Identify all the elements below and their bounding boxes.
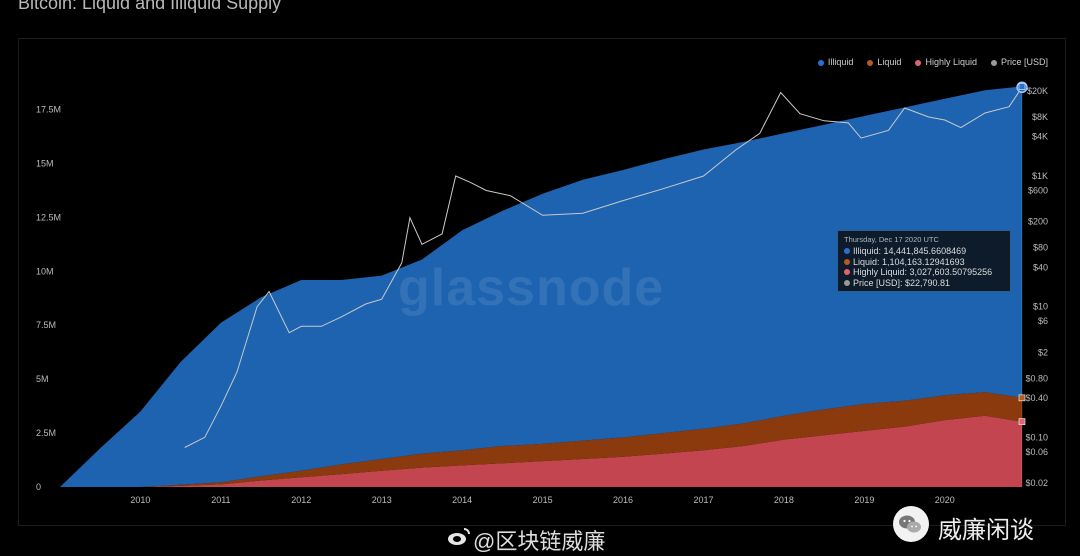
x-tick-label: 2014 xyxy=(452,495,472,505)
x-tick-label: 2010 xyxy=(130,495,150,505)
y-right-tick-label: $1K xyxy=(1032,171,1048,181)
y-right-tick-label: $0.06 xyxy=(1025,447,1048,457)
legend-item-price-usd[interactable]: Price [USD] xyxy=(990,57,1048,67)
y-left-tick-label: 5M xyxy=(36,374,49,384)
x-tick-label: 2018 xyxy=(774,495,794,505)
x-axis-ticks: 2010 2011 2012 2013 2014 2015 2016 2017 2018 2019… xyxy=(130,495,954,505)
chart-legend: Illiquid Liquid Highly Liquid Price [USD] xyxy=(817,57,1048,67)
wechat-icon xyxy=(893,506,929,542)
legend-dot-icon xyxy=(990,59,997,66)
y-right-tick-label: $0.80 xyxy=(1025,373,1048,383)
hover-tooltip: Thursday, Dec 17 2020 UTC Illiquid: 14,4… xyxy=(837,230,1011,292)
tooltip-row-liquid: Liquid: 1,104,163.12941693 xyxy=(844,257,1004,268)
area-illiquid xyxy=(60,86,1022,488)
y-right-tick-label: $600 xyxy=(1028,185,1048,195)
weibo-icon xyxy=(448,528,470,545)
y-right-tick-label: $200 xyxy=(1028,217,1048,227)
y-right-tick-label: $20K xyxy=(1027,86,1048,96)
area-highly-liquid xyxy=(60,415,1022,487)
x-tick-label: 2020 xyxy=(935,495,955,505)
y-left-tick-label: 15M xyxy=(36,158,54,168)
y-right-ticks: $0.02 $0.06 $0.10 $0.40 $0.80 $2 $6 $10 $40 $80 $2… xyxy=(1025,86,1048,488)
hover-markers xyxy=(1016,81,1028,487)
watermark: glassnode xyxy=(398,259,665,317)
y-right-tick-label: $2 xyxy=(1038,347,1048,357)
tooltip-row-illiquid: Illiquid: 14,441,845.6608469 xyxy=(844,246,1004,257)
x-tick-label: 2016 xyxy=(613,495,633,505)
hover-marker-illiquid xyxy=(1018,83,1026,90)
y-right-tick-label: $0.40 xyxy=(1025,393,1048,403)
y-right-tick-label: $4K xyxy=(1032,132,1048,142)
legend-item-highly-liquid[interactable]: Highly Liquid xyxy=(915,57,977,67)
legend-item-illiquid[interactable]: Illiquid xyxy=(817,57,854,67)
y-left-tick-label: 0 xyxy=(36,482,41,492)
x-tick-label: 2011 xyxy=(211,495,230,505)
y-right-tick-label: $0.10 xyxy=(1025,432,1048,442)
x-tick-label: 2019 xyxy=(854,495,874,505)
legend-dot-icon xyxy=(817,59,824,66)
weibo-handle: @区块链威廉 xyxy=(473,529,606,554)
area-liquid xyxy=(60,392,1022,487)
price-line xyxy=(184,87,1023,448)
legend-label: Illiquid xyxy=(827,57,854,67)
tooltip-liquid-value: Liquid: 1,104,163.12941693 xyxy=(853,256,965,267)
tooltip-price-value: Price [USD]: $22,790.81 xyxy=(853,277,951,288)
liquid-dot-icon xyxy=(844,258,850,265)
y-right-tick-label: $80 xyxy=(1033,243,1048,253)
hover-marker-highly-liquid xyxy=(1018,418,1026,425)
y-left-tick-label: 2.5M xyxy=(36,428,56,438)
tooltip-row-highly-liquid: Highly Liquid: 3,027,603.50795256 xyxy=(844,267,1004,278)
y-right-tick-label: $10 xyxy=(1033,302,1048,312)
price-series xyxy=(184,87,1023,448)
y-left-tick-label: 12.5M xyxy=(36,212,61,222)
y-left-tick-label: 10M xyxy=(36,266,54,276)
tooltip-highly-liquid-value: Highly Liquid: 3,027,603.50795256 xyxy=(853,267,993,277)
chart-title: Bitcoin: Liquid and Illiquid Supply xyxy=(18,0,282,13)
y-right-tick-label: $40 xyxy=(1033,262,1048,272)
legend-label: Liquid xyxy=(877,57,902,67)
tooltip-date: Thursday, Dec 17 2020 UTC xyxy=(844,235,939,244)
y-left-tick-label: 7.5M xyxy=(36,320,56,330)
chart-svg: 2010 2011 2012 2013 2014 2015 2016 2017 2018 2019… xyxy=(36,81,1048,505)
highly-liquid-dot-icon xyxy=(844,269,850,275)
y-right-tick-label: $8K xyxy=(1032,112,1048,122)
y-left-tick-label: 17.5M xyxy=(36,105,61,115)
chart-panel xyxy=(18,38,1066,526)
x-tick-label: 2012 xyxy=(291,495,311,505)
tooltip-illiquid-value: Illiquid: 14,441,845.6608469 xyxy=(853,246,967,256)
legend-item-liquid[interactable]: Liquid xyxy=(867,57,901,67)
wechat-account-name: 威廉闲谈 xyxy=(938,517,1034,544)
area-series xyxy=(60,86,1022,488)
y-left-ticks: 0 2.5M 5M 7.5M 10M 12.5M 15M 17.5M xyxy=(36,105,61,492)
legend-label: Highly Liquid xyxy=(925,57,977,67)
hover-marker-liquid xyxy=(1018,394,1026,402)
y-right-tick-label: $6 xyxy=(1038,316,1048,326)
x-tick-label: 2013 xyxy=(372,495,392,505)
y-right-tick-label: $0.02 xyxy=(1025,478,1048,488)
legend-label: Price [USD] xyxy=(1000,57,1048,67)
x-tick-label: 2017 xyxy=(693,495,713,505)
legend-dot-icon xyxy=(915,59,922,66)
legend-dot-icon xyxy=(867,59,874,66)
illiquid-dot-icon xyxy=(844,248,850,254)
tooltip-row-price: Price [USD]: $22,790.81 xyxy=(844,278,1004,289)
price-dot-icon xyxy=(844,279,850,286)
x-tick-label: 2015 xyxy=(533,495,553,505)
